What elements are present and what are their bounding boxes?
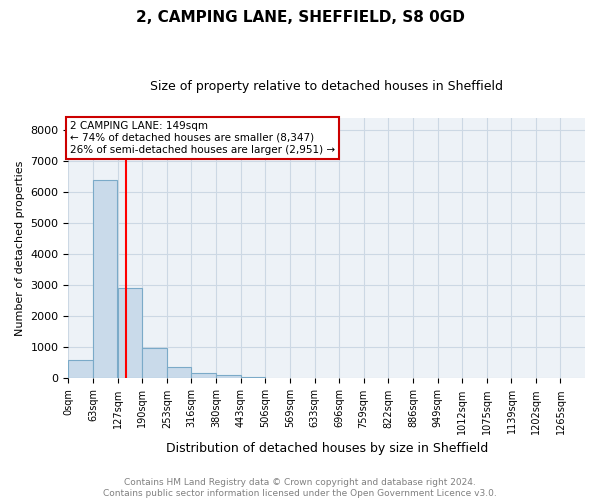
Bar <box>167 368 191 378</box>
Text: 2, CAMPING LANE, SHEFFIELD, S8 0GD: 2, CAMPING LANE, SHEFFIELD, S8 0GD <box>136 10 464 25</box>
Text: 2 CAMPING LANE: 149sqm
← 74% of detached houses are smaller (8,347)
26% of semi-: 2 CAMPING LANE: 149sqm ← 74% of detached… <box>70 122 335 154</box>
Bar <box>93 180 118 378</box>
X-axis label: Distribution of detached houses by size in Sheffield: Distribution of detached houses by size … <box>166 442 488 455</box>
Bar <box>241 376 265 378</box>
Bar <box>191 374 216 378</box>
Text: Contains HM Land Registry data © Crown copyright and database right 2024.
Contai: Contains HM Land Registry data © Crown c… <box>103 478 497 498</box>
Bar <box>68 360 93 378</box>
Bar <box>118 288 142 378</box>
Y-axis label: Number of detached properties: Number of detached properties <box>15 160 25 336</box>
Title: Size of property relative to detached houses in Sheffield: Size of property relative to detached ho… <box>150 80 503 93</box>
Bar <box>142 348 167 378</box>
Bar <box>216 376 241 378</box>
